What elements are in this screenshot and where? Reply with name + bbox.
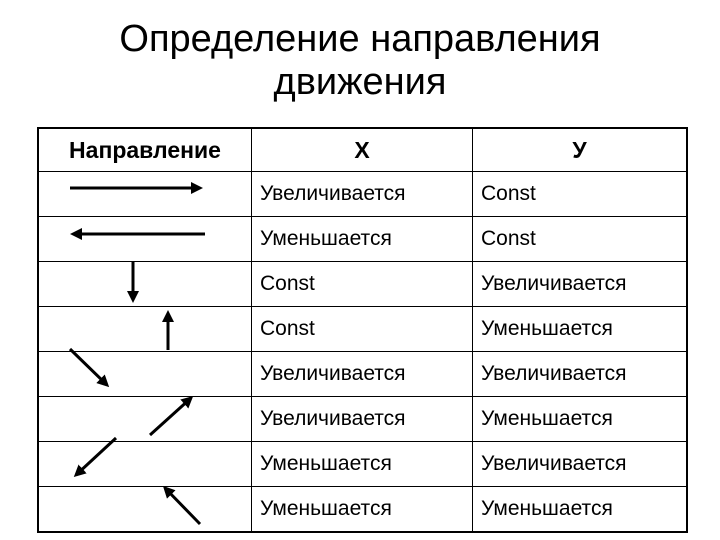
direction-cell: [37, 396, 252, 442]
table-row: Увеличивается Увеличивается: [37, 351, 688, 397]
y-cell: Уменьшается: [472, 486, 688, 533]
x-cell: Увеличивается: [251, 351, 473, 397]
direction-cell: [37, 486, 252, 533]
header-direction: Направление: [37, 127, 252, 172]
y-cell: Const: [472, 171, 688, 217]
table-row: Увеличивается Const: [37, 171, 688, 217]
table-row: Уменьшается Уменьшается: [37, 486, 688, 533]
y-cell: Уменьшается: [472, 396, 688, 442]
table-row: Уменьшается Const: [37, 216, 688, 262]
title-line-2: движения: [273, 61, 447, 103]
direction-table: Направление Х У Увеличивается Const Умень…: [37, 127, 688, 533]
y-cell: Увеличивается: [472, 351, 688, 397]
y-cell: Const: [472, 216, 688, 262]
direction-cell: [37, 306, 252, 352]
y-cell: Увеличивается: [472, 441, 688, 487]
title-line-1: Определение направления: [119, 18, 601, 60]
table-row: Увеличивается Уменьшается: [37, 396, 688, 442]
table-row: Уменьшается Увеличивается: [37, 441, 688, 487]
header-x: Х: [251, 127, 473, 172]
x-cell: Увеличивается: [251, 171, 473, 217]
direction-cell: [37, 216, 252, 262]
x-cell: Уменьшается: [251, 216, 473, 262]
x-cell: Уменьшается: [251, 486, 473, 533]
table-row: Const Уменьшается: [37, 306, 688, 352]
direction-cell: [37, 261, 252, 307]
slide-title: Определение направления движения: [0, 18, 720, 104]
direction-cell: [37, 351, 252, 397]
x-cell: Увеличивается: [251, 396, 473, 442]
header-y: У: [472, 127, 688, 172]
y-cell: Уменьшается: [472, 306, 688, 352]
header-row: Направление Х У: [37, 127, 688, 172]
direction-cell: [37, 441, 252, 487]
table-row: Const Увеличивается: [37, 261, 688, 307]
y-cell: Увеличивается: [472, 261, 688, 307]
x-cell: Const: [251, 306, 473, 352]
x-cell: Const: [251, 261, 473, 307]
direction-cell: [37, 171, 252, 217]
x-cell: Уменьшается: [251, 441, 473, 487]
